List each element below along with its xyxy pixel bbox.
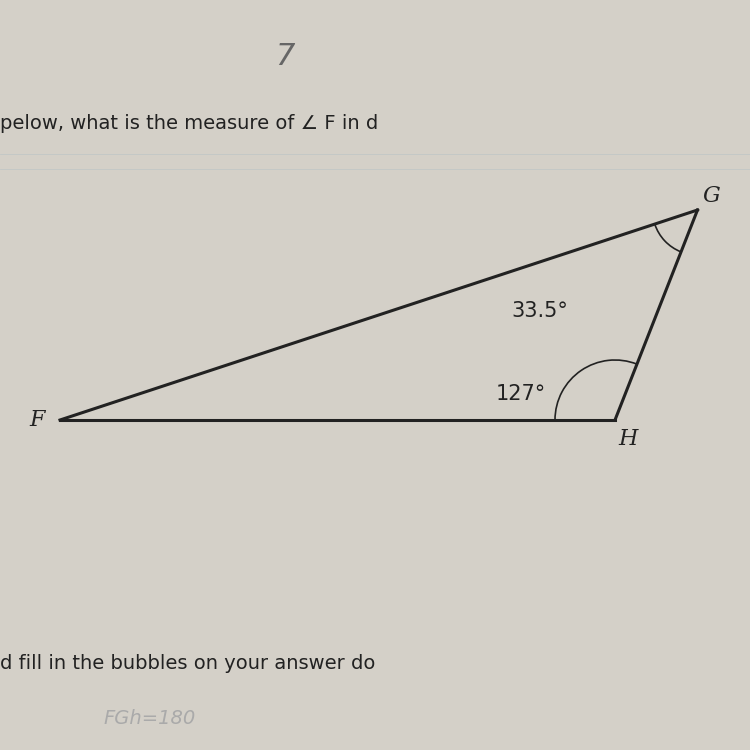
Text: 33.5°: 33.5° bbox=[512, 302, 568, 321]
Text: 127°: 127° bbox=[496, 384, 546, 404]
Text: d fill in the bubbles on your answer do: d fill in the bubbles on your answer do bbox=[0, 654, 375, 674]
Text: 7: 7 bbox=[275, 42, 295, 70]
Text: F: F bbox=[30, 409, 45, 431]
Text: G: G bbox=[702, 185, 720, 208]
Text: H: H bbox=[619, 427, 638, 450]
Text: pelow, what is the measure of ∠ F in d: pelow, what is the measure of ∠ F in d bbox=[0, 114, 378, 134]
Text: FGh=180: FGh=180 bbox=[104, 709, 196, 728]
